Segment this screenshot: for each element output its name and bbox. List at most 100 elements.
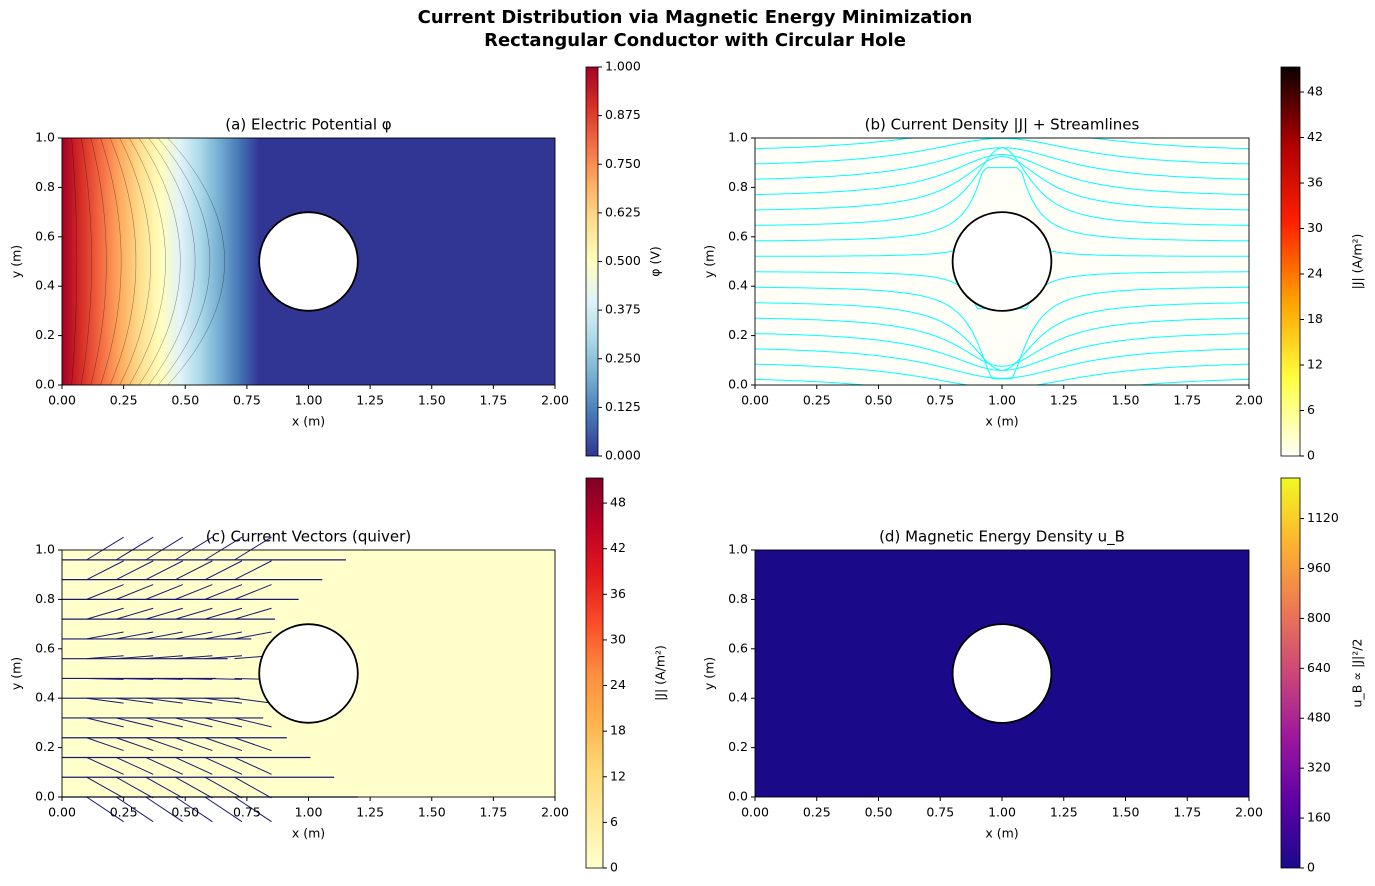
x-tick-label: 0.75 — [926, 805, 954, 820]
arrow — [234, 796, 272, 823]
colorbar-tick-label: 48 — [610, 495, 626, 510]
y-tick-label: 0.8 — [35, 179, 55, 194]
hole — [951, 623, 1053, 724]
x-tick-label: 1.00 — [988, 805, 1016, 820]
arrow — [234, 536, 272, 561]
axes-title: (d) Magnetic Energy Density u_B — [879, 528, 1125, 547]
y-tick-label: 0.0 — [35, 789, 55, 804]
y-tick-label: 0.2 — [35, 327, 55, 342]
streamline — [755, 286, 1249, 380]
x-tick-label: 0.00 — [48, 393, 76, 408]
y-axis-label: y (m) — [702, 657, 717, 690]
colorbar-tick-label: 960 — [1307, 560, 1331, 575]
arrow — [116, 631, 154, 640]
arrow — [145, 776, 184, 799]
y-tick-label: 1.0 — [728, 130, 748, 145]
colorbar-tick-label: 0.000 — [605, 448, 641, 463]
contour-line — [157, 137, 211, 386]
arrow — [204, 655, 242, 660]
arrow — [145, 737, 183, 752]
contour-line — [138, 137, 181, 386]
colorbar-tick-label: 0 — [1307, 448, 1315, 463]
arrow — [234, 584, 272, 600]
hole — [258, 623, 359, 724]
hole — [951, 211, 1053, 312]
arrow — [204, 677, 242, 680]
x-tick-label: 1.75 — [1173, 805, 1201, 820]
colorbar-tick-label: 6 — [1307, 402, 1315, 417]
colorbar — [1280, 477, 1301, 869]
colorbar-tick-label: 30 — [610, 631, 626, 646]
contour-line — [81, 137, 92, 386]
hole — [258, 211, 359, 312]
contour-line — [119, 137, 151, 386]
arrow — [86, 796, 124, 823]
contour-line — [148, 137, 196, 386]
arrow — [145, 607, 183, 620]
y-tick-label: 0.4 — [728, 278, 748, 293]
figure-subtitle: Rectangular Conductor with Circular Hole — [484, 30, 906, 51]
x-tick-label: 1.00 — [988, 393, 1016, 408]
arrow — [175, 697, 213, 704]
x-tick-label: 2.00 — [1235, 805, 1263, 820]
x-tick-label: 0.25 — [803, 393, 831, 408]
contour-line — [90, 137, 107, 386]
x-tick-label: 1.50 — [1112, 393, 1140, 408]
arrow — [86, 536, 124, 561]
colorbar-label: φ (V) — [648, 246, 663, 277]
x-tick-label: 1.50 — [418, 393, 446, 408]
y-tick-label: 0.0 — [728, 789, 748, 804]
streamline — [754, 147, 1250, 180]
y-tick-label: 0.0 — [35, 377, 55, 392]
y-tick-label: 0.0 — [728, 377, 748, 392]
arrow — [145, 796, 184, 823]
streamline — [754, 153, 1250, 196]
colorbar — [585, 477, 604, 869]
arrow — [145, 631, 183, 640]
colorbar-tick-label: 480 — [1307, 710, 1331, 725]
arrow — [175, 536, 213, 561]
x-tick-label: 0.50 — [865, 393, 893, 408]
x-tick-label: 1.00 — [295, 805, 323, 820]
y-tick-label: 0.6 — [728, 640, 748, 655]
arrow — [234, 631, 272, 640]
arrow — [175, 776, 213, 799]
colorbar-tick-label: 30 — [1307, 220, 1323, 235]
arrow — [175, 737, 213, 752]
arrow — [145, 655, 183, 660]
arrow — [175, 560, 213, 581]
x-tick-label: 1.50 — [1112, 805, 1140, 820]
streamline — [754, 317, 1250, 367]
y-tick-label: 0.4 — [728, 690, 748, 705]
colorbar-tick-label: 1.000 — [605, 59, 641, 74]
arrow — [145, 717, 183, 728]
colorbar-tick-label: 0.625 — [605, 204, 641, 219]
arrow — [116, 607, 154, 620]
x-tick-label: 1.75 — [479, 393, 507, 408]
colorbar-tick-label: 18 — [610, 723, 626, 738]
x-tick-label: 0.00 — [741, 393, 769, 408]
arrow — [86, 717, 124, 728]
arrow — [234, 757, 272, 775]
arrow — [204, 560, 243, 581]
x-tick-label: 2.00 — [1235, 393, 1263, 408]
arrow — [234, 697, 272, 704]
colorbar-tick-label: 48 — [1307, 84, 1323, 99]
arrow — [116, 677, 154, 680]
colorbar-tick-label: 12 — [1307, 357, 1323, 372]
arrow — [145, 757, 183, 775]
colorbar-tick-label: 0 — [1307, 860, 1315, 875]
arrow — [86, 584, 124, 600]
arrow — [234, 560, 272, 581]
colorbar — [585, 66, 599, 457]
y-tick-label: 0.4 — [35, 690, 55, 705]
x-tick-label: 1.25 — [356, 393, 384, 408]
colorbar-tick-label: 18 — [1307, 311, 1323, 326]
x-tick-label: 0.50 — [171, 393, 199, 408]
figure-title: Current Distribution via Magnetic Energy… — [418, 7, 973, 28]
colorbar-tick-label: 1120 — [1307, 510, 1339, 525]
colorbar-tick-label: 24 — [610, 677, 626, 692]
arrow — [116, 757, 154, 775]
colorbar-tick-label: 6 — [610, 814, 618, 829]
